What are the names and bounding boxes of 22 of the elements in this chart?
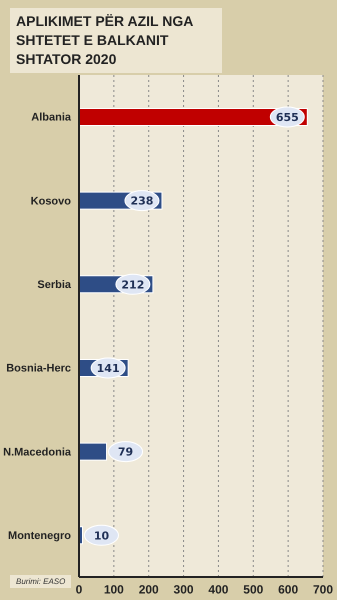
y-tick-label: Albania [31,112,72,124]
y-tick-label: Bosnia-Herc [6,362,71,375]
data-label: 79 [118,446,134,459]
x-tick-label: 400 [208,582,229,597]
x-tick-label: 100 [104,582,124,597]
x-tick-label: 200 [138,582,160,597]
y-tick-label: Kosovo [30,195,72,208]
x-tick-label: 700 [312,582,334,597]
data-label: 238 [130,194,154,208]
data-label: 655 [276,110,299,124]
data-label: 10 [94,529,110,542]
y-tick-label: Montenegro [8,530,72,542]
y-tick-label: Serbia [37,279,72,292]
chart-title: APLIKIMET PËR AZIL NGA SHTETET E BALKANIT SHTATOR 2020 [10,8,222,73]
x-tick-label: 300 [174,582,194,597]
text: Burimi: EASO [10,575,72,588]
data-label: 141 [96,362,120,375]
data-label: 212 [121,278,144,292]
y-tick-label: N.Macedonia [3,446,72,458]
x-tick-label: 0 [76,582,83,597]
x-tick-label: 500 [243,582,264,597]
x-tick-label: 600 [278,582,298,597]
